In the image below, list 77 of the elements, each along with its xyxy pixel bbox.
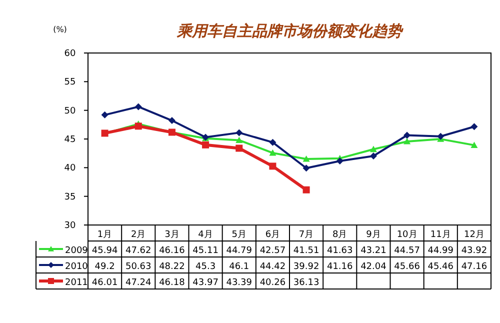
- point: [404, 138, 411, 144]
- point: [168, 117, 176, 124]
- data-label: 42.04: [360, 262, 387, 272]
- point: [269, 162, 276, 170]
- y-tick-label: 40: [64, 164, 76, 174]
- data-label: 45.46: [428, 262, 454, 272]
- data-label: 47.62: [125, 246, 152, 256]
- y-tick-label: 50: [64, 106, 76, 116]
- data-label: 44.57: [394, 246, 420, 256]
- point: [370, 152, 377, 160]
- data-label: 41.63: [326, 246, 353, 256]
- point: [370, 146, 377, 152]
- x-tick-label: 7月: [298, 230, 314, 240]
- data-label: 43.39: [226, 278, 252, 288]
- x-tick-label: 5月: [232, 230, 246, 240]
- x-tick-label: 1月: [97, 230, 112, 240]
- data-label: 47.16: [461, 262, 488, 272]
- x-tick-label: 8月: [332, 230, 348, 240]
- point: [202, 141, 210, 148]
- data-label: 49.2: [94, 262, 115, 272]
- data-label: 45.11: [192, 246, 218, 256]
- point: [269, 138, 276, 146]
- y-tick-label: 35: [64, 192, 76, 202]
- x-tick-label: 6月: [265, 230, 280, 240]
- point: [470, 123, 478, 130]
- chart-title: 乘用车自主品牌市场份额变化趋势: [176, 22, 404, 40]
- point: [470, 142, 478, 148]
- data-label: 50.63: [125, 262, 152, 272]
- x-tick-label: 2月: [131, 230, 146, 240]
- legend-label: 2011: [65, 278, 88, 288]
- data-label: 43.21: [360, 246, 386, 256]
- y-tick-label: 55: [64, 78, 76, 88]
- data-label: 46.16: [159, 246, 186, 256]
- data-label: 45.94: [92, 246, 118, 256]
- legend-label: 2010: [65, 262, 88, 272]
- point: [437, 132, 444, 140]
- data-label: 45.66: [394, 262, 420, 272]
- y-axis-title: (%): [53, 25, 67, 34]
- y-tick-label: 45: [64, 135, 76, 145]
- point: [404, 132, 411, 139]
- data-label: 45.3: [196, 262, 216, 272]
- point: [236, 144, 243, 152]
- x-tick-label: 4月: [198, 230, 213, 240]
- point: [302, 186, 310, 194]
- data-label: 44.99: [428, 246, 454, 256]
- point: [134, 122, 142, 130]
- x-tick-label: 3月: [164, 230, 180, 240]
- point: [302, 156, 310, 162]
- y-tick-label: 30: [64, 221, 76, 231]
- x-tick-label: 10月: [396, 230, 418, 240]
- data-label: 44.42: [260, 262, 286, 272]
- point: [101, 111, 108, 118]
- data-label: 48.22: [159, 262, 185, 272]
- data-label: 47.24: [125, 278, 152, 288]
- point: [302, 164, 310, 172]
- point: [336, 158, 344, 165]
- data-label: 43.97: [192, 278, 218, 288]
- point: [269, 149, 276, 156]
- x-tick-label: 12月: [464, 230, 484, 240]
- data-label: 46.1: [229, 262, 250, 272]
- data-label: 42.57: [260, 246, 286, 256]
- point: [134, 103, 142, 110]
- data-label: 43.92: [461, 246, 488, 256]
- data-label: 40.26: [260, 278, 286, 288]
- x-tick-label: 9月: [366, 230, 381, 240]
- point: [236, 129, 243, 136]
- data-label: 46.01: [92, 278, 118, 288]
- data-label: 41.16: [326, 262, 354, 272]
- data-label: 46.18: [159, 278, 186, 288]
- point: [236, 136, 243, 144]
- data-label: 41.51: [293, 246, 320, 256]
- x-tick-label: 11月: [430, 230, 451, 240]
- data-label: 44.79: [226, 246, 252, 256]
- data-label: 36.13: [293, 278, 320, 288]
- legend-label: 2009: [65, 246, 88, 256]
- data-label: 39.92: [293, 262, 320, 272]
- y-tick-label: 60: [64, 49, 76, 59]
